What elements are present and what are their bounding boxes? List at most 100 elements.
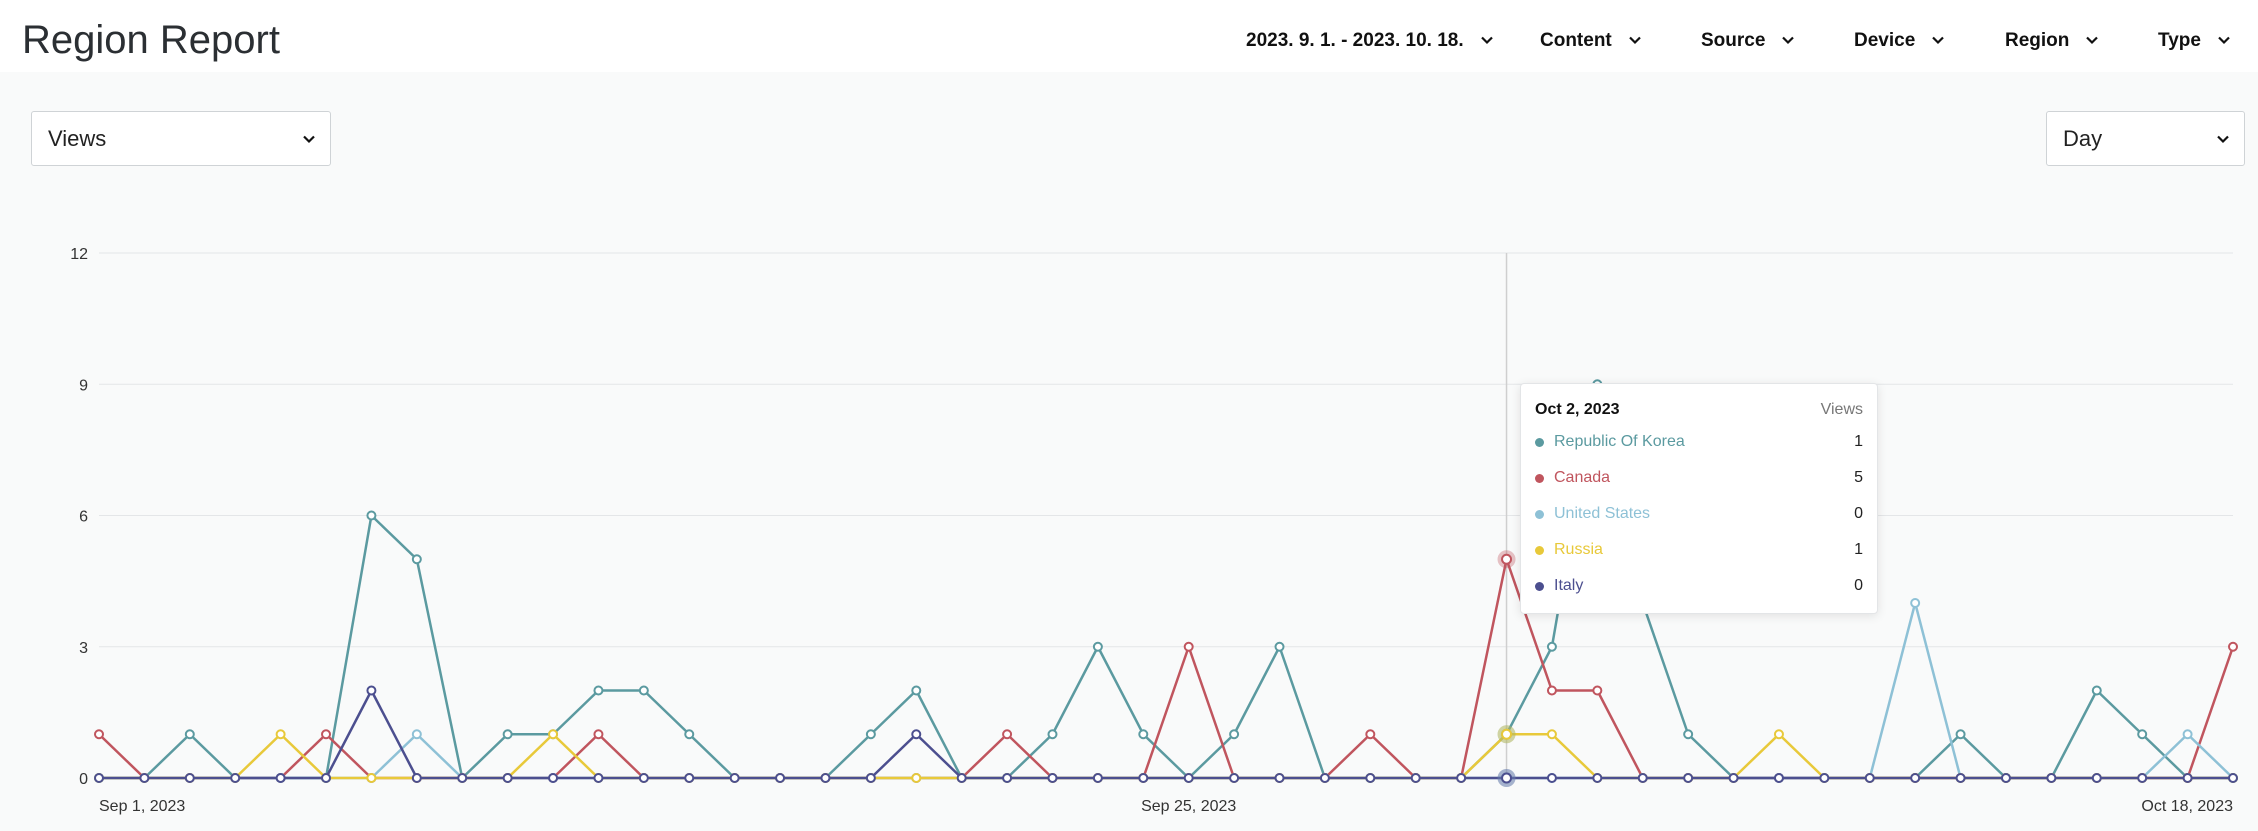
data-point[interactable]: [865, 773, 876, 783]
data-point[interactable]: [230, 773, 241, 783]
data-point[interactable]: [1092, 773, 1103, 783]
metric-select[interactable]: Views: [31, 111, 331, 166]
data-point[interactable]: [1910, 773, 1921, 783]
data-point[interactable]: [1546, 729, 1557, 740]
source-filter[interactable]: Source: [1701, 30, 1795, 52]
data-point[interactable]: [775, 773, 786, 783]
data-point[interactable]: [94, 773, 104, 783]
data-point[interactable]: [911, 773, 922, 783]
data-point[interactable]: [1002, 773, 1013, 783]
data-point[interactable]: [1002, 729, 1013, 740]
data-point[interactable]: [1274, 641, 1285, 652]
data-point[interactable]: [1955, 773, 1966, 783]
data-point[interactable]: [638, 685, 649, 696]
data-point[interactable]: [502, 729, 513, 740]
data-point[interactable]: [1319, 773, 1330, 783]
data-point[interactable]: [638, 773, 649, 783]
data-point[interactable]: [1592, 773, 1603, 783]
data-point[interactable]: [593, 773, 604, 783]
data-point[interactable]: [1183, 773, 1194, 783]
data-point[interactable]: [2182, 729, 2193, 740]
data-point[interactable]: [1773, 729, 1784, 740]
data-point[interactable]: [1410, 773, 1421, 783]
chevron-down-icon: [1480, 33, 1494, 47]
data-point[interactable]: [502, 773, 513, 783]
data-point[interactable]: [1092, 641, 1103, 652]
data-point[interactable]: [366, 773, 377, 783]
data-point[interactable]: [684, 773, 695, 783]
data-point[interactable]: [1546, 685, 1557, 696]
tooltip-series-name: Russia: [1554, 541, 1603, 558]
data-point[interactable]: [911, 685, 922, 696]
data-point[interactable]: [411, 554, 422, 565]
data-point[interactable]: [2137, 773, 2148, 783]
data-point[interactable]: [593, 685, 604, 696]
data-point[interactable]: [1047, 773, 1058, 783]
data-point[interactable]: [1773, 773, 1784, 783]
data-point[interactable]: [2137, 729, 2148, 740]
chart-tooltip: Oct 2, 2023 Views Republic Of Korea 1 Ca…: [1520, 383, 1878, 614]
interval-select[interactable]: Day: [2046, 111, 2245, 166]
data-point[interactable]: [593, 729, 604, 740]
data-point[interactable]: [1229, 729, 1240, 740]
data-point[interactable]: [1546, 641, 1557, 652]
data-point[interactable]: [2228, 773, 2238, 783]
data-point[interactable]: [321, 773, 332, 783]
data-point[interactable]: [1365, 773, 1376, 783]
data-point[interactable]: [1456, 773, 1467, 783]
data-point[interactable]: [1819, 773, 1830, 783]
data-point[interactable]: [275, 773, 286, 783]
data-point[interactable]: [1637, 773, 1648, 783]
data-point[interactable]: [139, 773, 150, 783]
region-filter[interactable]: Region: [2005, 30, 2099, 52]
data-point[interactable]: [548, 773, 559, 783]
data-point[interactable]: [366, 510, 377, 521]
data-point[interactable]: [366, 685, 377, 696]
data-point[interactable]: [1138, 729, 1149, 740]
data-point[interactable]: [956, 773, 967, 783]
data-point[interactable]: [548, 729, 559, 740]
data-point[interactable]: [1683, 729, 1694, 740]
data-point[interactable]: [1683, 773, 1694, 783]
data-point[interactable]: [1229, 773, 1240, 783]
data-point[interactable]: [1183, 641, 1194, 652]
data-point[interactable]: [1910, 598, 1921, 608]
data-point[interactable]: [321, 729, 332, 740]
data-point[interactable]: [94, 729, 104, 740]
region-views-line-chart[interactable]: 0 3 6 9 12 Sep 1, 2023 Sep 25, 2023 Oct 18, 20…: [0, 200, 2258, 831]
data-point[interactable]: [1138, 773, 1149, 783]
data-point[interactable]: [2182, 773, 2193, 783]
data-point[interactable]: [1546, 773, 1557, 783]
data-point[interactable]: [1592, 685, 1603, 696]
device-filter[interactable]: Device: [1854, 30, 1945, 52]
data-point[interactable]: [820, 773, 831, 783]
data-point[interactable]: [865, 729, 876, 740]
data-point[interactable]: [1864, 773, 1875, 783]
data-point[interactable]: [184, 729, 195, 740]
data-point[interactable]: [2091, 773, 2102, 783]
content-filter[interactable]: Content: [1540, 30, 1642, 52]
tooltip-metric: Views: [1820, 401, 1863, 418]
data-point[interactable]: [411, 773, 422, 783]
tooltip-row: Republic Of Korea 1: [1535, 424, 1863, 460]
data-point[interactable]: [911, 729, 922, 740]
data-point[interactable]: [275, 729, 286, 740]
data-point[interactable]: [1955, 729, 1966, 740]
data-point[interactable]: [184, 773, 195, 783]
data-point[interactable]: [729, 773, 740, 783]
data-point[interactable]: [1047, 729, 1058, 740]
data-point[interactable]: [1728, 773, 1739, 783]
data-point[interactable]: [457, 773, 468, 783]
data-point[interactable]: [2091, 685, 2102, 696]
data-point[interactable]: [2228, 641, 2238, 652]
data-point[interactable]: [1365, 729, 1376, 740]
date-range-filter[interactable]: 2023. 9. 1. - 2023. 10. 18.: [1246, 30, 1494, 52]
type-filter[interactable]: Type: [2158, 30, 2231, 52]
series-line: [99, 383, 2233, 780]
data-point[interactable]: [411, 729, 422, 740]
date-range-label: 2023. 9. 1. - 2023. 10. 18.: [1246, 30, 1464, 51]
data-point[interactable]: [684, 729, 695, 740]
data-point[interactable]: [2000, 773, 2011, 783]
data-point[interactable]: [2046, 773, 2057, 783]
data-point[interactable]: [1274, 773, 1285, 783]
